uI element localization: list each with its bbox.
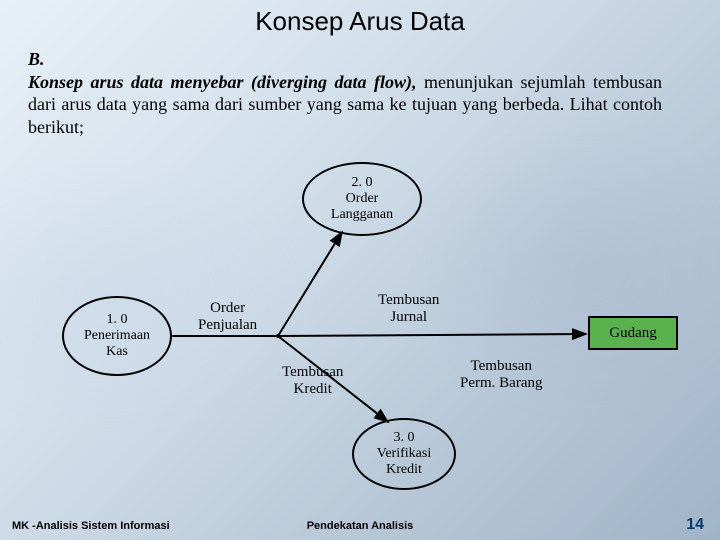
node-line: 3. 0 [394,430,415,446]
node-line: 2. 0 [352,175,373,191]
page-number: 14 [686,516,704,534]
label-line: Order [198,300,257,317]
label-line: Jurnal [378,309,439,326]
process-3-verifikasi-kredit: 3. 0 Verifikasi Kredit [352,418,456,490]
label-line: Penjualan [198,317,257,334]
flow-label-tembusan-kredit: Tembusan Kredit [282,364,343,397]
node-line: Penerimaan [84,328,150,344]
flow-label-tembusan-jurnal: Tembusan Jurnal [378,292,439,325]
footer-center: Pendekatan Analisis [0,520,720,532]
label-line: Perm. Barang [460,375,542,392]
flow-label-order-penjualan: Order Penjualan [198,300,257,333]
node-line: Kredit [386,462,422,478]
node-line: Order [346,191,379,207]
node-line: Langganan [331,207,393,223]
node-line: Kas [106,344,128,360]
flow-label-tembusan-perm-barang: Tembusan Perm. Barang [460,358,542,391]
label-line: Tembusan [378,292,439,309]
external-entity-gudang: Gudang [588,316,678,350]
label-line: Tembusan [282,364,343,381]
process-1-penerimaan-kas: 1. 0 Penerimaan Kas [62,296,172,376]
diagram: 1. 0 Penerimaan Kas 2. 0 Order Langganan… [0,0,720,540]
gudang-label: Gudang [609,325,657,342]
node-line: Verifikasi [377,446,431,462]
node-line: 1. 0 [107,312,128,328]
label-line: Tembusan [460,358,542,375]
label-line: Kredit [282,381,343,398]
process-2-order-langganan: 2. 0 Order Langganan [302,162,422,236]
